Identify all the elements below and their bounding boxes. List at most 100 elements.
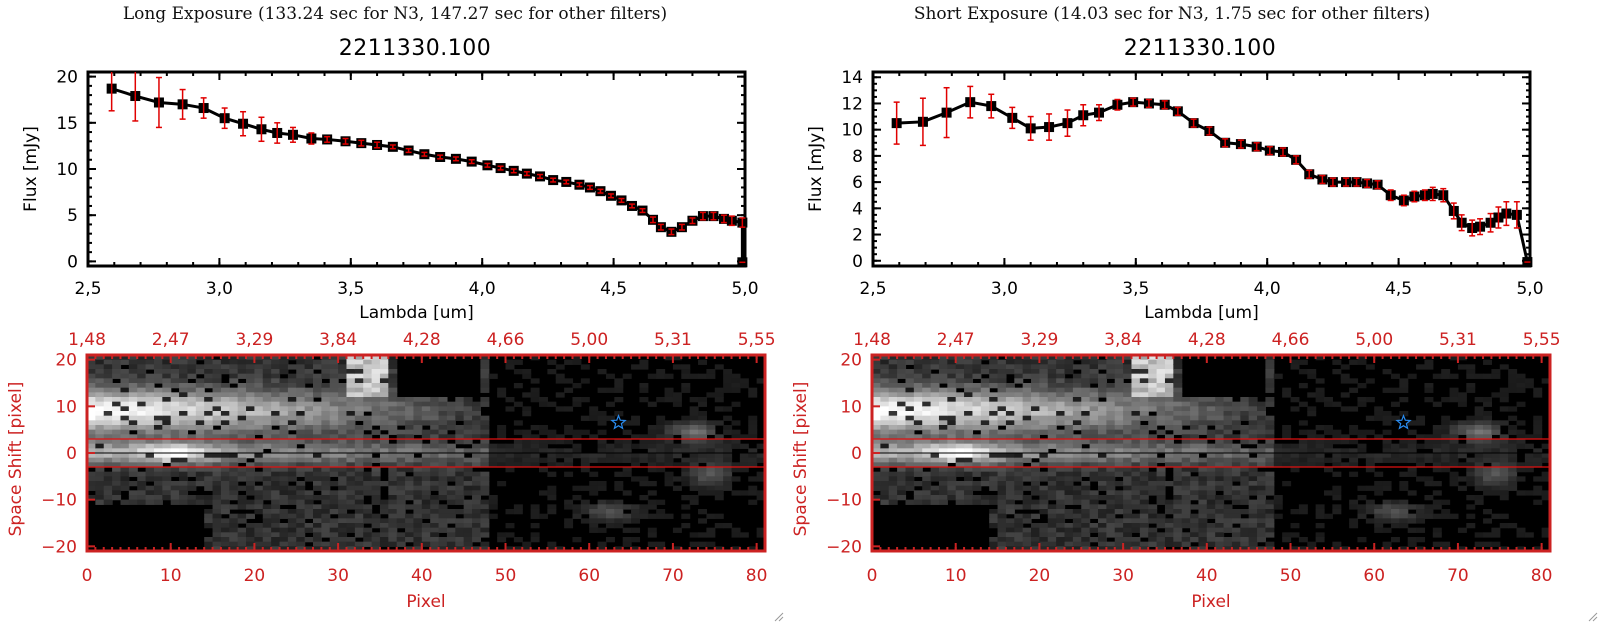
image-pixel xyxy=(112,434,122,440)
image-pixel xyxy=(1106,485,1116,491)
image-pixel xyxy=(396,434,406,440)
image-pixel xyxy=(212,448,222,454)
image-pixel xyxy=(1131,481,1141,487)
image-pixel xyxy=(480,429,490,435)
image-pixel xyxy=(664,439,674,445)
image-pixel xyxy=(872,373,881,379)
image-pixel xyxy=(204,406,214,412)
image-pixel xyxy=(1056,476,1066,482)
image-pixel xyxy=(689,406,699,412)
image-pixel xyxy=(739,378,749,384)
image-pixel xyxy=(930,383,940,389)
image-pixel xyxy=(664,453,674,459)
image-pixel xyxy=(997,495,1007,501)
image-pixel xyxy=(388,499,398,505)
image-pixel xyxy=(580,467,590,473)
image-pixel xyxy=(1089,513,1099,519)
image-pixel xyxy=(463,429,473,435)
image-pixel xyxy=(1005,425,1015,431)
image-pixel xyxy=(989,462,999,468)
image-pixel xyxy=(262,523,272,529)
image-pixel xyxy=(639,495,649,501)
image-pixel xyxy=(513,401,523,407)
image-pixel xyxy=(1014,504,1024,510)
image-pixel xyxy=(1056,420,1066,426)
image-pixel xyxy=(913,406,923,412)
image-pixel xyxy=(363,392,373,398)
image-pixel xyxy=(1223,504,1233,510)
image-pixel xyxy=(128,387,138,393)
image-pixel xyxy=(1005,439,1015,445)
image-pixel xyxy=(997,383,1007,389)
image-pixel xyxy=(1257,457,1267,463)
image-pixel xyxy=(656,415,666,421)
image-pixel xyxy=(103,373,113,379)
image-pixel xyxy=(1382,439,1392,445)
image-pixel xyxy=(1139,359,1149,365)
image-pixel xyxy=(1315,523,1325,529)
image-pixel xyxy=(313,462,322,468)
image-pixel xyxy=(614,378,624,384)
image-pixel xyxy=(346,448,356,454)
image-pixel xyxy=(1407,537,1417,543)
image-pixel xyxy=(938,481,948,487)
image-pixel xyxy=(480,485,490,491)
image-pixel xyxy=(1123,373,1133,379)
image-pixel xyxy=(87,359,96,365)
image-pixel xyxy=(1114,518,1124,524)
image-pixel xyxy=(997,443,1007,449)
image-pixel xyxy=(1173,401,1183,407)
image-pixel xyxy=(605,509,615,515)
image-pixel xyxy=(212,462,222,468)
image-pixel xyxy=(1382,448,1392,454)
image-pixel xyxy=(354,513,364,519)
image-pixel xyxy=(672,527,682,533)
image-pixel xyxy=(455,495,465,501)
image-pixel xyxy=(1114,429,1124,435)
image-pixel xyxy=(1131,373,1141,379)
image-pixel xyxy=(304,406,314,412)
image-pixel xyxy=(137,481,147,487)
image-pixel xyxy=(396,481,406,487)
image-pixel xyxy=(371,429,381,435)
image-pixel xyxy=(413,476,423,482)
image-pixel xyxy=(1056,523,1066,529)
image-pixel xyxy=(1014,523,1024,529)
image-pixel xyxy=(212,378,222,384)
image-pixel xyxy=(472,490,482,496)
image-pixel xyxy=(1390,443,1400,449)
image-pixel xyxy=(480,546,490,552)
image-pixel xyxy=(1072,453,1082,459)
image-pixel xyxy=(631,527,641,533)
image-pixel xyxy=(980,499,990,505)
image-pixel xyxy=(287,392,297,398)
image-pixel xyxy=(346,387,356,393)
image-pixel xyxy=(95,364,105,370)
image-pixel xyxy=(371,415,381,421)
image-pixel xyxy=(137,495,147,501)
image-pixel xyxy=(371,499,381,505)
image-pixel xyxy=(287,495,297,501)
image-pixel xyxy=(1064,420,1074,426)
image-pixel xyxy=(296,387,306,393)
image-pixel xyxy=(647,448,657,454)
image-pixel xyxy=(103,378,113,384)
image-pixel xyxy=(723,443,733,449)
image-pixel xyxy=(1173,481,1183,487)
image-pixel xyxy=(955,434,965,440)
image-pixel xyxy=(346,406,356,412)
image-pixel xyxy=(922,448,932,454)
image-pixel xyxy=(905,397,915,403)
image-pixel xyxy=(145,457,155,463)
image-pixel xyxy=(296,420,306,426)
image-pixel xyxy=(379,509,389,515)
image-pixel xyxy=(153,429,163,435)
image-pixel xyxy=(1106,401,1116,407)
image-pixel xyxy=(880,462,890,468)
image-pixel xyxy=(103,457,113,463)
image-pixel xyxy=(296,369,306,375)
image-pixel xyxy=(1307,443,1317,449)
image-pixel xyxy=(756,532,766,538)
image-pixel xyxy=(1206,457,1216,463)
image-pixel xyxy=(938,457,948,463)
